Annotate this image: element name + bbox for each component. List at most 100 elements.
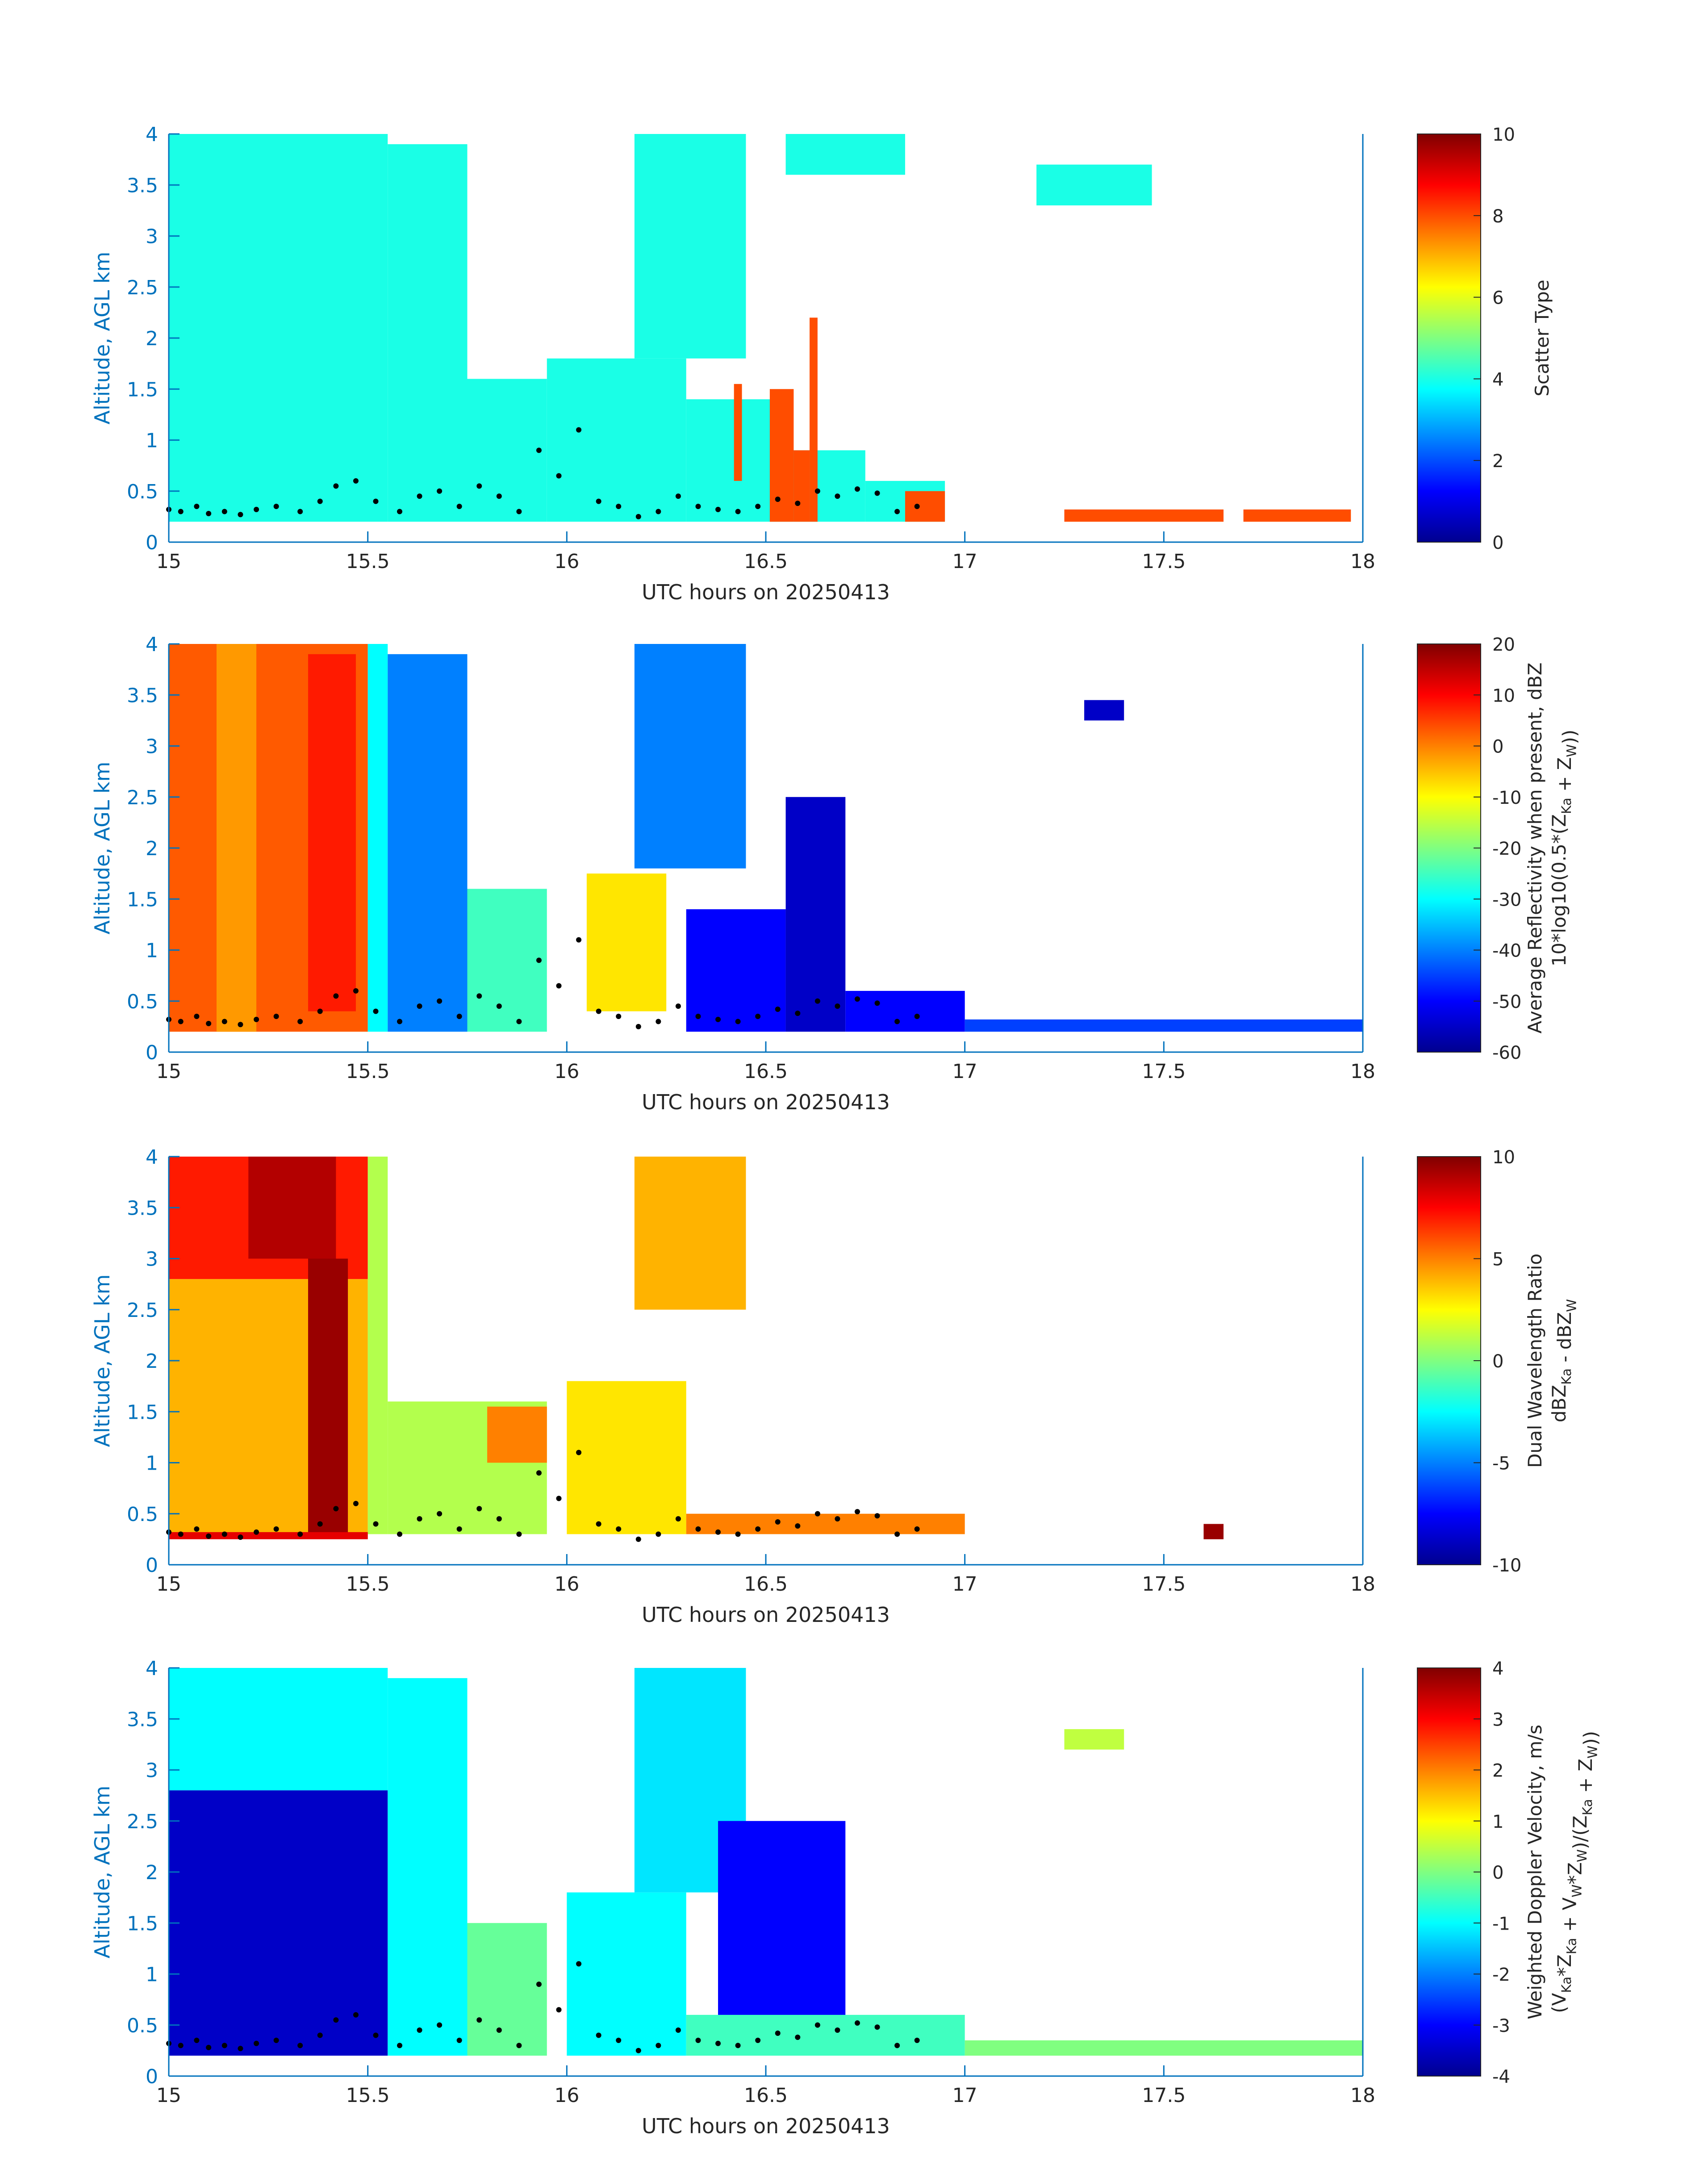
overlay-point <box>456 2038 462 2043</box>
overlay-point <box>855 2020 860 2026</box>
y-tick-label: 4 <box>146 633 158 656</box>
data-region <box>769 389 794 522</box>
overlay-point <box>635 2047 641 2053</box>
data-region <box>567 1892 686 2056</box>
y-tick-label: 3.5 <box>127 1197 158 1220</box>
overlay-point <box>476 1506 482 1512</box>
overlay-point <box>297 1531 303 1537</box>
colorbar-tick-label: 0 <box>1492 1863 1503 1883</box>
overlay-point <box>333 1506 339 1512</box>
x-axis-label: UTC hours on 20250413 <box>642 1603 890 1627</box>
overlay-point <box>437 998 443 1004</box>
overlay-point <box>616 1526 622 1532</box>
data-region <box>785 134 905 175</box>
overlay-point <box>635 514 641 519</box>
overlay-point <box>221 1019 227 1024</box>
x-tick-label: 17.5 <box>1142 1573 1186 1596</box>
data-region <box>567 1381 686 1534</box>
data-region <box>367 644 388 1032</box>
y-tick-label: 1.5 <box>127 1912 158 1935</box>
overlay-point <box>596 1008 601 1014</box>
x-tick-label: 17.5 <box>1142 550 1186 573</box>
y-tick-label: 1 <box>146 1964 158 1986</box>
colorbar-tick-label: -50 <box>1492 992 1521 1012</box>
overlay-point <box>874 490 880 496</box>
overlay-point <box>795 1011 801 1016</box>
overlay-point <box>297 1019 303 1024</box>
colorbar-tick-label: 1 <box>1492 1812 1503 1832</box>
data-region <box>547 358 686 522</box>
overlay-point <box>894 1531 900 1537</box>
overlay-point <box>576 937 582 943</box>
x-tick-label: 15 <box>156 550 181 573</box>
colorbar-tick-label: -30 <box>1492 890 1521 910</box>
overlay-point <box>194 504 200 510</box>
y-tick-label: 0 <box>146 1554 158 1577</box>
overlay-point <box>795 501 801 506</box>
overlay-point <box>894 2043 900 2048</box>
data-region <box>686 1513 965 1534</box>
x-tick-label: 15 <box>156 2084 181 2107</box>
overlay-point <box>635 1024 641 1029</box>
data-region <box>686 909 786 1032</box>
colorbar-tick-label: 4 <box>1492 369 1503 390</box>
colorbar-tick-label: 20 <box>1492 635 1515 655</box>
colorbar-tick-label: -20 <box>1492 839 1521 859</box>
y-tick-label: 0.5 <box>127 2014 158 2037</box>
colorbar-tick-label: 10 <box>1492 125 1515 145</box>
overlay-point <box>855 996 860 1002</box>
overlay-point <box>675 1516 681 1522</box>
overlay-point <box>536 1470 542 1476</box>
overlay-point <box>437 488 443 494</box>
data-region <box>308 1258 348 1534</box>
data-region <box>634 134 746 359</box>
overlay-point <box>417 1003 422 1009</box>
y-axis-label: Altitude, AGL km <box>90 761 114 934</box>
overlay-point <box>894 509 900 514</box>
overlay-point <box>914 2038 920 2043</box>
overlay-point <box>178 2043 184 2048</box>
overlay-point <box>814 998 820 1004</box>
y-tick-label: 3 <box>146 1248 158 1271</box>
overlay-point <box>373 1008 379 1014</box>
colorbar-tick-label: 3 <box>1492 1709 1503 1730</box>
overlay-point <box>238 2046 243 2052</box>
y-tick-label: 4 <box>146 1657 158 1680</box>
colorbar-tick-label: 10 <box>1492 685 1515 706</box>
data-region <box>734 384 742 481</box>
y-axis-label: Altitude, AGL km <box>90 1785 114 1958</box>
y-tick-label: 3 <box>146 226 158 248</box>
x-tick-label: 16 <box>554 1573 579 1596</box>
data-region <box>810 318 818 522</box>
colorbar-tick-label: 6 <box>1492 288 1503 309</box>
colorbar-tick-label: 2 <box>1492 451 1503 472</box>
overlay-point <box>397 509 402 514</box>
data-region <box>1084 700 1124 721</box>
y-tick-label: 0 <box>146 531 158 554</box>
overlay-point <box>656 2043 661 2048</box>
colorbar-tick-label: 0 <box>1492 737 1503 757</box>
overlay-point <box>397 1531 402 1537</box>
colorbar-tick-label: 4 <box>1492 1659 1503 1679</box>
colorbar-tick-label: 10 <box>1492 1147 1515 1168</box>
overlay-point <box>456 1526 462 1532</box>
overlay-point <box>476 483 482 489</box>
y-tick-label: 1.5 <box>127 888 158 911</box>
y-tick-label: 2.5 <box>127 276 158 299</box>
overlay-point <box>814 488 820 494</box>
overlay-point <box>556 983 562 989</box>
x-tick-label: 15.5 <box>346 550 390 573</box>
overlay-point <box>273 504 279 510</box>
overlay-point <box>814 2022 820 2028</box>
data-region <box>845 990 965 1032</box>
overlay-point <box>695 1014 701 1020</box>
x-tick-label: 15.5 <box>346 1573 390 1596</box>
colorbar-tick-label: -4 <box>1492 2067 1510 2087</box>
overlay-point <box>715 1529 721 1535</box>
overlay-point <box>476 993 482 999</box>
overlay-point <box>755 1014 761 1020</box>
data-region <box>634 1157 746 1310</box>
overlay-point <box>206 511 212 517</box>
overlay-point <box>516 1531 522 1537</box>
data-region <box>169 1668 388 1791</box>
